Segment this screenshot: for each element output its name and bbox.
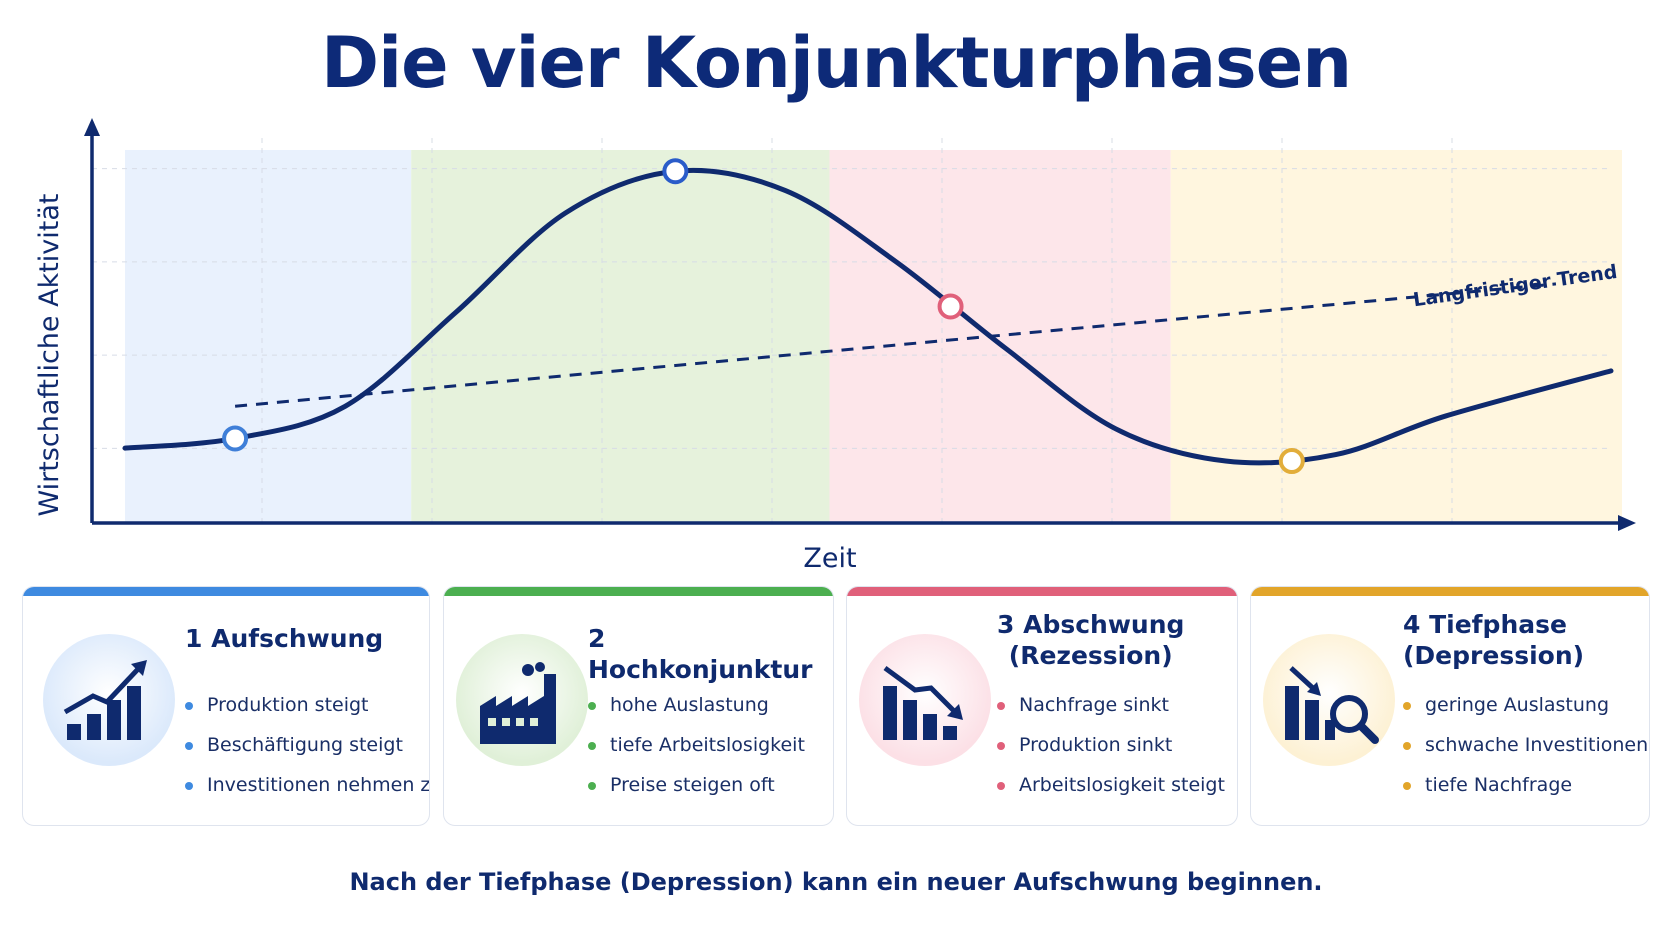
bullet-icon (997, 702, 1005, 710)
list-item: Produktion steigt (185, 685, 429, 725)
phase-card-abschwung: 3 Abschwung (Rezession) Nachfrage sinkt … (846, 586, 1238, 826)
growth-chart-icon (63, 660, 147, 740)
phase-color-bar (23, 587, 429, 596)
phase-band (125, 150, 412, 523)
bullet-icon (588, 782, 596, 790)
list-item: Investitionen nehmen zu (185, 765, 429, 805)
magnifier-chart-icon (1285, 666, 1379, 744)
business-cycle-curve (122, 167, 1614, 466)
phase-marker (1278, 448, 1305, 475)
list-item: Preise steigen oft (588, 765, 805, 805)
y-axis-arrow-icon (84, 118, 100, 136)
list-item: schwache Investitionen (1403, 725, 1648, 765)
bullet-icon (588, 742, 596, 750)
bullet-icon (588, 702, 596, 710)
phase-marker (662, 158, 689, 185)
bullet-icon (1403, 702, 1411, 710)
trend-line (234, 282, 1557, 408)
phase-marker (222, 425, 249, 452)
bullet-icon (185, 742, 193, 750)
phase-card-hochkonjunktur: 2 Hochkonjunktur hohe Auslastung tiefe A… (443, 586, 834, 826)
phase-color-bar (1251, 587, 1649, 596)
phase-item-list: geringe Auslastung schwache Investitione… (1403, 685, 1648, 805)
phase-item-list: hohe Auslastung tiefe Arbeitslosigkeit P… (588, 685, 805, 805)
bullet-icon (997, 782, 1005, 790)
phase-title: 2 Hochkonjunktur (588, 624, 813, 684)
phase-color-bar (444, 587, 833, 596)
phase-icon-circle (859, 634, 991, 766)
list-item: tiefe Nachfrage (1403, 765, 1648, 805)
factory-icon (480, 662, 556, 744)
phase-card-aufschwung: 1 Aufschwung Produktion steigt Beschäfti… (22, 586, 430, 826)
decline-chart-icon (883, 665, 963, 740)
page-title: Die vier Konjunkturphasen (320, 22, 1352, 104)
phase-marker (937, 293, 964, 320)
phase-item-list: Nachfrage sinkt Produktion sinkt Arbeits… (997, 685, 1225, 805)
list-item: Beschäftigung steigt (185, 725, 429, 765)
phase-color-bar (847, 587, 1237, 596)
y-axis-label: Wirtschaftliche Aktivität (34, 193, 65, 516)
list-item: tiefe Arbeitslosigkeit (588, 725, 805, 765)
list-item: Produktion sinkt (997, 725, 1225, 765)
phase-icon-circle (456, 634, 588, 766)
footer-note: Nach der Tiefphase (Depression) kann ein… (349, 868, 1323, 896)
bullet-icon (185, 702, 193, 710)
x-axis-label: Zeit (803, 543, 856, 574)
phase-title: 1 Aufschwung (185, 624, 384, 653)
bullet-icon (1403, 742, 1411, 750)
business-cycle-chart: Langfristiger Trend Wirtschaftliche Akti… (34, 118, 1636, 574)
bullet-icon (185, 782, 193, 790)
phase-card-tiefphase: 4 Tiefphase (Depression) geringe Auslast… (1250, 586, 1650, 826)
phase-icon-circle (43, 634, 175, 766)
bullet-icon (997, 742, 1005, 750)
phase-title: 4 Tiefphase (Depression) (1403, 610, 1585, 670)
phase-band (829, 150, 1171, 523)
list-item: hohe Auslastung (588, 685, 805, 725)
phase-band (411, 150, 830, 523)
phase-cards: 1 Aufschwung Produktion steigt Beschäfti… (22, 586, 1650, 830)
phase-icon-circle (1263, 634, 1395, 766)
bullet-icon (1403, 782, 1411, 790)
list-item: Arbeitslosigkeit steigt (997, 765, 1225, 805)
list-item: Nachfrage sinkt (997, 685, 1225, 725)
list-item: geringe Auslastung (1403, 685, 1648, 725)
x-axis-arrow-icon (1618, 515, 1636, 531)
phase-item-list: Produktion steigt Beschäftigung steigt I… (185, 685, 429, 805)
phase-band (1170, 150, 1622, 523)
phase-title: 3 Abschwung (Rezession) (997, 610, 1185, 670)
